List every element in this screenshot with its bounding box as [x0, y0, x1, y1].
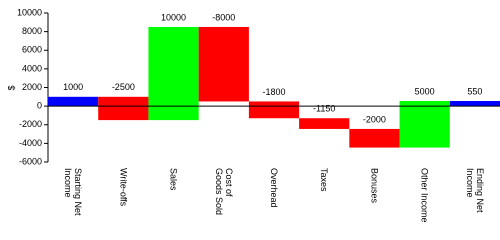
y-tick-label: 8000	[22, 26, 42, 36]
x-tick-label: Sales	[168, 168, 179, 191]
bar	[399, 101, 450, 148]
value-label: 1000	[63, 82, 83, 92]
bar	[349, 128, 400, 148]
value-label: -8000	[212, 12, 235, 22]
value-label: -1150	[313, 104, 335, 114]
y-axis-label: $	[6, 85, 16, 90]
y-tick-label: -2000	[19, 119, 42, 129]
value-label: 5000	[415, 86, 435, 96]
bar	[48, 96, 99, 107]
bar	[248, 101, 300, 119]
y-tick-label: -6000	[19, 156, 42, 166]
x-tick-label: Cost of Goods Sold	[213, 168, 234, 216]
bar	[449, 101, 500, 107]
bar	[299, 118, 350, 129]
x-tick-label: Write-offs	[118, 168, 129, 207]
bar	[198, 26, 249, 102]
x-tick-label: Other Income	[419, 168, 430, 223]
bar	[148, 26, 199, 121]
y-tick-label: 10000	[17, 7, 42, 17]
plot: $ -6000 -4000 -2000 0 2000 4000 6000 8000 10000 1…	[6, 7, 500, 166]
value-label: 10000	[161, 12, 186, 22]
value-label: -2000	[363, 114, 386, 124]
value-label: 550	[467, 86, 482, 96]
y-tick-label: 0	[37, 101, 42, 111]
y-tick-label: -4000	[19, 138, 42, 148]
y-tick-label: 2000	[22, 82, 42, 92]
x-tick-label: Overhead	[269, 168, 279, 208]
y-tick-label: 6000	[22, 45, 42, 55]
x-tick-label: Ending Net Income	[464, 168, 485, 213]
value-label: -1800	[262, 87, 285, 97]
chart: $ -6000 -4000 -2000 0 2000 4000 6000 8000 10000 1…	[6, 7, 500, 223]
bar	[98, 96, 149, 121]
x-tick-label: Bonuses	[369, 168, 380, 204]
y-tick-label: 4000	[22, 63, 42, 73]
x-tick-label: Starting Net Income	[63, 168, 84, 216]
value-label: -2500	[112, 82, 135, 92]
x-tick-label: Taxes	[319, 168, 330, 192]
